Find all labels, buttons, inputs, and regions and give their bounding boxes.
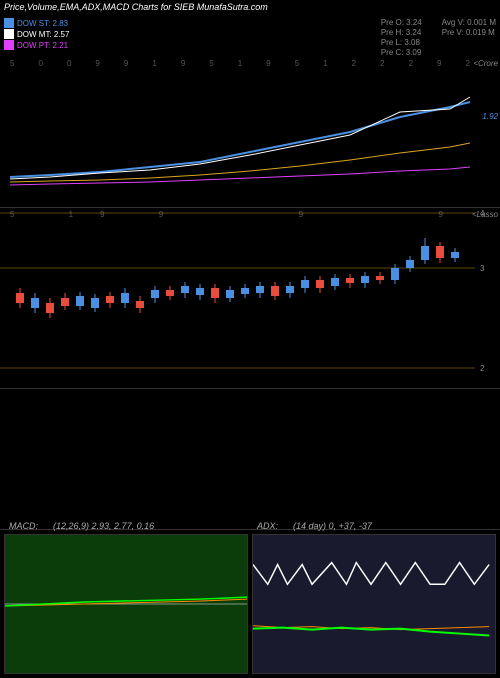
prev-ohlc: Pre O: 3.24Pre H: 3.24Pre L: 3.08Pre C: …	[381, 18, 422, 57]
adx-title: ADX: (14 day) 0, +37, -37	[257, 521, 372, 531]
macd-panel: MACD: (12,26,9) 2.93, 2.77, 0.16	[4, 534, 248, 674]
chart-title: Price,Volume,EMA,ADX,MACD Charts for SIE…	[0, 0, 500, 14]
dow-indicator: DOW ST: 2.83	[4, 18, 69, 28]
svg-text:4: 4	[480, 209, 485, 218]
dow-indicator: DOW PT: 2.21	[4, 40, 69, 50]
indicator-sub-panels: MACD: (12,26,9) 2.93, 2.77, 0.16 ADX: (1…	[0, 530, 500, 678]
prev-value: Pre H: 3.24	[381, 28, 422, 37]
prev-value: Pre O: 3.24	[381, 18, 422, 27]
prev-value: Pre L: 3.08	[381, 38, 422, 47]
dow-label: DOW PT: 2.21	[17, 41, 68, 50]
dow-color-box	[4, 18, 14, 28]
ema-chart-panel: 50099195195122292 <Crore 1.92	[0, 57, 500, 208]
adx-panel: ADX: (14 day) 0, +37, -37	[252, 534, 496, 674]
dow-group: DOW ST: 2.83 DOW MT: 2.57 DOW PT: 2.21	[4, 18, 69, 57]
dow-indicator: DOW MT: 2.57	[4, 29, 69, 39]
prev-value: Pre V: 0.019 M	[442, 28, 496, 37]
indicators-row: DOW ST: 2.83 DOW MT: 2.57 DOW PT: 2.21 Pre…	[0, 18, 500, 57]
dow-color-box	[4, 29, 14, 39]
macd-title: MACD: (12,26,9) 2.93, 2.77, 0.16	[9, 521, 154, 531]
spacer-panel	[0, 389, 500, 530]
svg-text:3: 3	[480, 264, 485, 273]
svg-text:2: 2	[480, 364, 485, 373]
dow-color-box	[4, 40, 14, 50]
prev-volume: Avg V: 0.001 MPre V: 0.019 M	[442, 18, 496, 57]
prev-value: Avg V: 0.001 M	[442, 18, 496, 27]
prev-value: Pre C: 3.09	[381, 48, 422, 57]
prev-group: Pre O: 3.24Pre H: 3.24Pre L: 3.08Pre C: …	[381, 18, 496, 57]
candlestick-panel: 519999 <Lasso 432	[0, 208, 500, 389]
dow-label: DOW MT: 2.57	[17, 30, 69, 39]
dow-label: DOW ST: 2.83	[17, 19, 68, 28]
